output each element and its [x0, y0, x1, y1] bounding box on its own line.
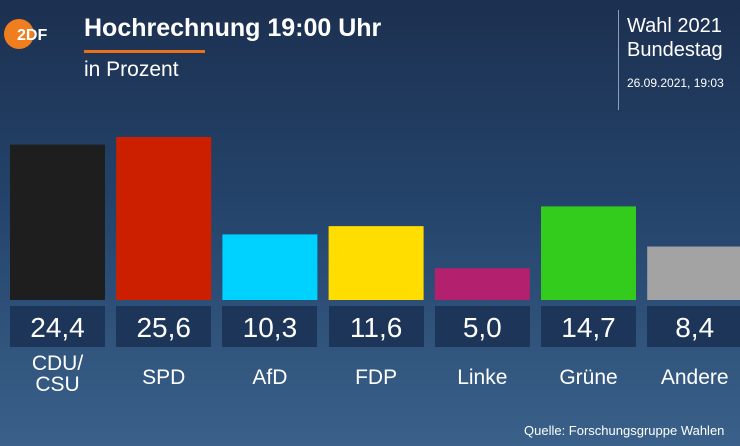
bar: [434, 268, 530, 300]
category-label: AfD: [252, 366, 288, 389]
value-label: 24,4: [10, 306, 105, 347]
header-divider: [618, 10, 619, 110]
category-label: Andere: [660, 366, 729, 389]
value-label: 5,0: [434, 306, 530, 347]
value-label: 25,6: [116, 306, 212, 347]
election-info: Wahl 2021 Bundestag: [627, 14, 723, 62]
bar: [222, 234, 318, 300]
chart-subtitle: in Prozent: [84, 58, 179, 81]
bar: [647, 246, 740, 300]
category-label: FDP: [355, 366, 398, 389]
svg-text:2DF: 2DF: [17, 27, 47, 44]
title-underline: [84, 50, 205, 53]
category-label: Grüne: [559, 366, 618, 389]
category-label: CDU/ CSU: [31, 352, 84, 396]
category-label: SPD: [142, 366, 186, 389]
value-label: 11,6: [328, 306, 424, 347]
zdf-logo: 2DF: [4, 19, 47, 49]
value-label: 14,7: [541, 306, 636, 347]
chart-title: Hochrechnung 19:00 Uhr: [84, 14, 382, 42]
bar: [541, 206, 636, 300]
election-name: Wahl 2021: [627, 15, 722, 37]
value-label: 8,4: [647, 306, 740, 347]
bar: [116, 137, 212, 300]
datetime: 26.09.2021, 19:03: [627, 76, 724, 90]
bar: [10, 144, 105, 300]
value-label: 10,3: [222, 306, 318, 347]
election-type: Bundestag: [627, 39, 723, 61]
category-label: Linke: [457, 366, 508, 389]
bar: [328, 226, 424, 300]
source-note: Quelle: Forschungsgruppe Wahlen: [524, 423, 725, 438]
